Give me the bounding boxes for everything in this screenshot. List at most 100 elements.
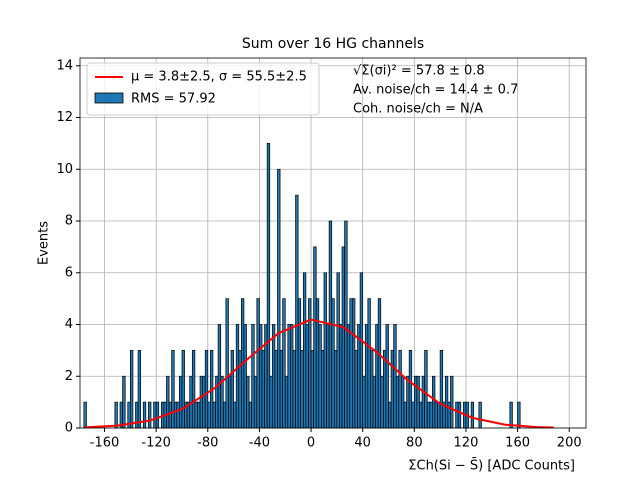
bar <box>83 401 87 429</box>
bar <box>323 272 327 429</box>
bar <box>421 375 425 429</box>
bar <box>382 350 387 429</box>
bar <box>359 272 364 429</box>
bar <box>197 401 201 429</box>
bar <box>393 324 397 429</box>
bar <box>230 350 234 429</box>
bar <box>326 324 330 429</box>
bar <box>217 324 222 429</box>
bar <box>437 401 441 429</box>
bar <box>395 375 400 429</box>
bar <box>416 375 420 429</box>
bar <box>246 375 250 429</box>
bar <box>248 401 253 429</box>
bar <box>287 324 291 429</box>
bar <box>266 143 271 429</box>
bar <box>370 350 374 429</box>
bar <box>225 298 229 429</box>
annotation: √Σ(σi)² = 57.8 ± 0.8 <box>353 64 485 79</box>
bar <box>336 272 340 429</box>
bar <box>204 350 209 429</box>
bar <box>282 298 286 429</box>
bar <box>300 350 304 429</box>
x-tick-label: 200 <box>557 436 582 451</box>
bar <box>367 298 371 429</box>
bar <box>153 401 157 429</box>
bar <box>470 401 475 429</box>
y-tick-label: 10 <box>56 162 73 177</box>
bar <box>256 298 260 429</box>
bar <box>411 401 415 429</box>
bar <box>220 375 224 429</box>
bar <box>251 324 255 429</box>
bar <box>155 401 160 429</box>
bar <box>253 375 258 429</box>
bar <box>398 350 402 429</box>
bar <box>444 375 449 429</box>
bar <box>173 401 178 429</box>
bar <box>181 350 185 429</box>
bar <box>339 324 343 429</box>
bar <box>233 401 237 429</box>
bar <box>137 350 142 429</box>
bar <box>401 375 405 429</box>
bar <box>352 298 356 429</box>
bar <box>308 298 312 429</box>
bar <box>364 324 369 429</box>
bar <box>455 401 459 429</box>
bar <box>290 324 294 429</box>
bar <box>302 272 307 429</box>
bar <box>166 375 170 429</box>
y-tick-label: 0 <box>65 421 73 436</box>
bar <box>406 375 410 429</box>
x-tick-label: -120 <box>141 436 171 451</box>
bar <box>439 350 444 429</box>
bar <box>346 324 351 429</box>
bar <box>142 401 147 429</box>
annotation: Coh. noise/ch = N/A <box>353 102 483 117</box>
bar <box>341 246 345 429</box>
bar <box>408 350 413 429</box>
bar <box>292 350 296 429</box>
bar <box>362 375 366 429</box>
bar <box>447 401 451 429</box>
bar <box>222 401 227 429</box>
y-axis-label: Events <box>37 221 52 265</box>
bar <box>305 324 309 429</box>
x-tick-label: -160 <box>90 436 120 451</box>
bar <box>429 401 433 429</box>
bar <box>517 401 521 429</box>
y-tick-label: 12 <box>56 110 73 125</box>
y-tick-label: 4 <box>65 317 73 332</box>
bar <box>310 350 314 429</box>
bar <box>380 375 384 429</box>
bar <box>274 350 278 429</box>
x-tick-label: -80 <box>197 436 218 451</box>
bar <box>375 324 379 429</box>
annotation: Av. noise/ch = 14.4 ± 0.7 <box>353 83 518 98</box>
legend-label: RMS = 57.92 <box>131 92 216 107</box>
bar <box>432 375 436 429</box>
fit-line <box>85 318 554 429</box>
x-tick-label: 160 <box>505 436 530 451</box>
bar <box>385 324 389 429</box>
bar <box>354 350 358 429</box>
bar <box>424 350 428 429</box>
x-tick-label: 40 <box>354 436 371 451</box>
bar <box>264 324 268 429</box>
chart-title: Sum over 16 HG channels <box>242 36 424 52</box>
bar <box>235 324 240 429</box>
bar <box>377 298 382 429</box>
y-tick-label: 8 <box>65 214 73 229</box>
bar <box>207 401 211 429</box>
bar <box>331 298 335 429</box>
bar <box>333 350 338 429</box>
bar <box>259 324 263 429</box>
bar <box>176 401 180 429</box>
bar <box>135 401 139 429</box>
x-tick-label: 120 <box>454 436 479 451</box>
bar <box>297 298 302 429</box>
bar <box>426 401 431 429</box>
bar <box>202 375 206 429</box>
